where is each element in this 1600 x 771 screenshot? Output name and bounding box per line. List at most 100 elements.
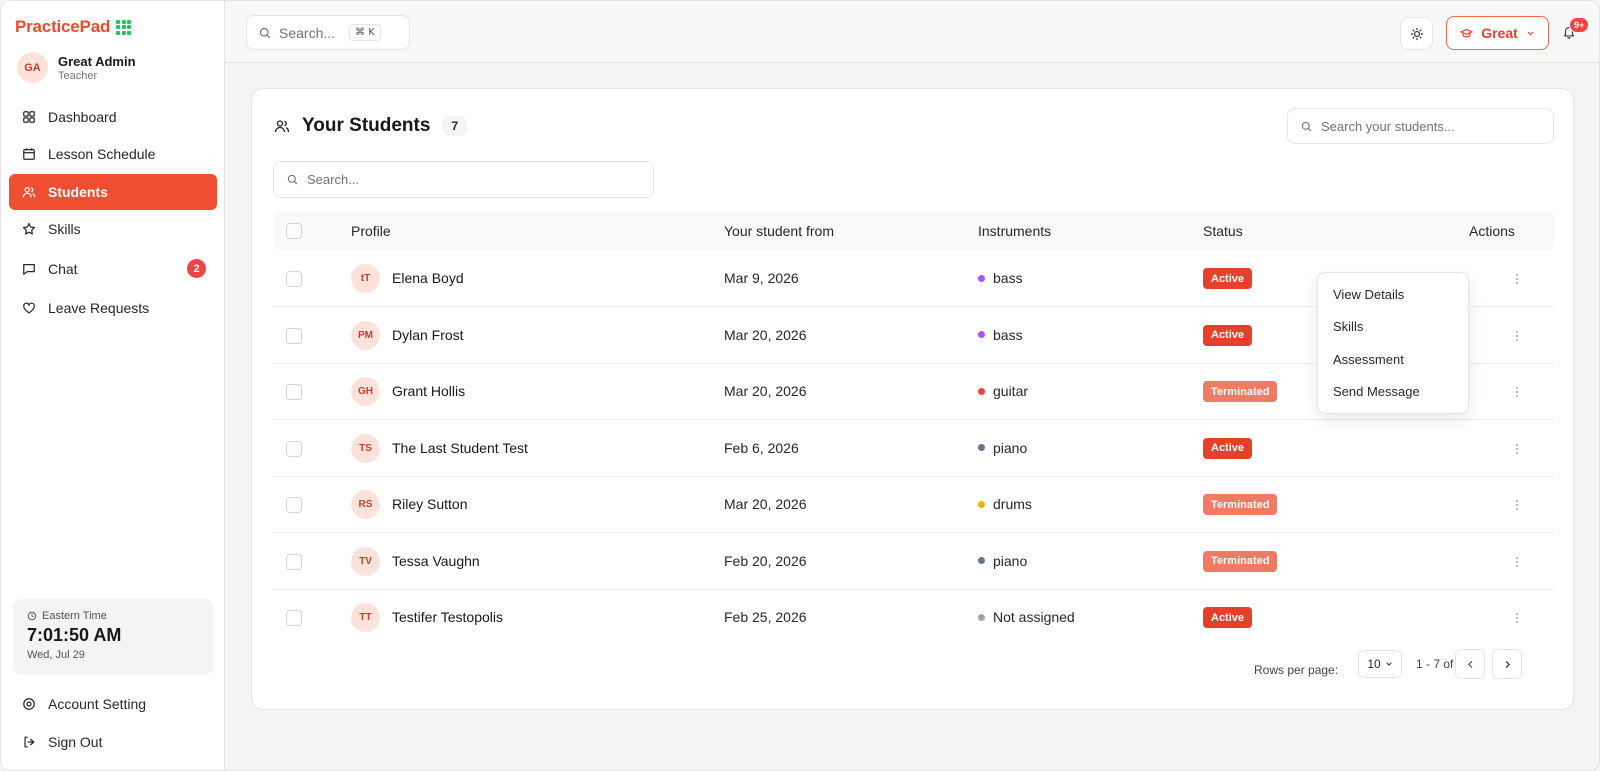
row-actions-menu-icon[interactable] [1512, 327, 1522, 345]
student-name[interactable]: Riley Sutton [392, 496, 468, 512]
previous-page-button[interactable] [1455, 649, 1485, 679]
student-avatar: PM [351, 320, 380, 350]
status-badge: Active [1203, 324, 1253, 346]
sidebar-item-skills[interactable]: Skills [9, 211, 217, 247]
brand-grid-icon [116, 19, 132, 35]
column-header-status[interactable]: Status [1203, 223, 1243, 239]
chevron-down-icon [1386, 662, 1392, 666]
table-row[interactable]: TT Testifer Testopolis Feb 25, 2026 Not ass… [273, 590, 1555, 646]
row-actions-menu-icon[interactable] [1512, 553, 1522, 571]
sidebar-item-chat[interactable]: Chat 2 [9, 251, 217, 287]
status-badge: Active [1203, 437, 1253, 459]
account-setting-label: Account Setting [48, 696, 147, 712]
clock-time: 7:01:50 AM [27, 625, 122, 645]
sign-out-link[interactable]: Sign Out [9, 725, 217, 759]
student-avatar: GH [351, 377, 380, 406]
row-checkbox[interactable] [286, 327, 302, 344]
star-icon [22, 222, 36, 235]
instrument-label: drums [993, 496, 1032, 512]
table-row[interactable]: tT Elena Boyd Mar 9, 2026 bass Active [273, 251, 1555, 307]
row-actions-menu-icon[interactable] [1512, 270, 1522, 288]
student-name[interactable]: Tessa Vaughn [392, 552, 480, 569]
row-actions-menu-icon[interactable] [1512, 496, 1522, 514]
instrument-color-dot [978, 557, 985, 564]
user-profile[interactable]: GA Great Admin Teacher [17, 52, 136, 83]
instrument-color-dot [978, 500, 985, 508]
table-row[interactable]: GH Grant Hollis Mar 20, 2026 guitar Terminat… [273, 364, 1555, 420]
student-instrument: guitar [978, 383, 1028, 399]
column-header-instruments[interactable]: Instruments [978, 223, 1052, 239]
status-badge: Terminated [1203, 494, 1278, 515]
instrument-color-dot [978, 444, 985, 451]
row-actions-menu-icon[interactable] [1512, 440, 1522, 458]
brand-logo[interactable]: PracticePad [15, 17, 132, 37]
menu-item-skills[interactable]: Skills [1333, 319, 1364, 335]
menu-item-send-message[interactable]: Send Message [1333, 384, 1420, 400]
instrument-color-dot [978, 387, 985, 395]
menu-item-assessment[interactable]: Assessment [1333, 351, 1404, 367]
instrument-label: Not assigned [993, 609, 1075, 625]
clock-timezone-label: Eastern Time [42, 610, 107, 622]
student-name[interactable]: Elena Boyd [392, 270, 464, 286]
student-name[interactable]: Grant Hollis [392, 383, 466, 399]
student-name[interactable]: The Last Student Test [392, 439, 528, 456]
table-row[interactable]: RS Riley Sutton Mar 20, 2026 drums Terminate… [273, 477, 1555, 533]
row-checkbox[interactable] [286, 440, 302, 457]
search-icon [1301, 121, 1312, 131]
student-name[interactable]: Testifer Testopolis [392, 609, 504, 625]
table-filter-input[interactable]: Search... [273, 161, 654, 198]
user-name: Great Admin [58, 53, 136, 69]
global-search-input[interactable]: Search... ⌘ K [246, 15, 410, 50]
card-header: Your Students 7 [274, 115, 468, 137]
row-actions-menu-icon[interactable] [1512, 609, 1522, 627]
search-icon [287, 174, 298, 185]
theme-toggle-button[interactable] [1400, 17, 1433, 50]
status-badge: Terminated [1203, 550, 1278, 572]
column-header-profile[interactable]: Profile [351, 223, 391, 239]
pagination: Rows per page: 10 1 - 7 of 7 [252, 649, 1575, 689]
sidebar-item-label: Dashboard [48, 109, 117, 125]
chevron-right-icon [1505, 660, 1510, 668]
row-checkbox[interactable] [286, 384, 302, 400]
student-search-input[interactable]: Search your students... [1287, 108, 1554, 144]
school-switcher-label: Great [1481, 25, 1518, 41]
sidebar-item-students[interactable]: Students [9, 174, 217, 210]
sidebar-item-leave-requests[interactable]: Leave Requests [9, 290, 217, 326]
users-icon [274, 120, 290, 133]
table-row[interactable]: TS The Last Student Test Feb 6, 2026 piano A… [273, 421, 1555, 477]
rows-per-page-select[interactable]: 10 [1358, 650, 1402, 678]
sidebar-item-lesson-schedule[interactable]: Lesson Schedule [9, 136, 217, 172]
instrument-label: guitar [993, 383, 1029, 399]
column-header-student-from[interactable]: Your student from [724, 223, 834, 239]
clock-widget: Eastern Time 7:01:50 AM Wed, Jul 29 [13, 599, 213, 675]
student-count-badge: 7 [442, 116, 468, 136]
student-avatar: TS [351, 433, 380, 463]
next-page-button[interactable] [1492, 649, 1522, 679]
row-checkbox[interactable] [286, 497, 302, 513]
row-checkbox[interactable] [286, 610, 302, 626]
account-setting-link[interactable]: Account Setting [9, 687, 217, 721]
graduation-cap-icon [1460, 28, 1473, 37]
school-switcher-button[interactable]: Great [1446, 16, 1549, 50]
row-actions-menu-icon[interactable] [1512, 383, 1522, 401]
student-name[interactable]: Dylan Frost [392, 326, 464, 343]
instrument-label: piano [993, 552, 1028, 569]
table-row[interactable]: TV Tessa Vaughn Feb 20, 2026 piano Terminate… [273, 534, 1555, 590]
row-checkbox[interactable] [286, 271, 302, 287]
sidebar-item-dashboard[interactable]: Dashboard [9, 99, 217, 135]
select-all-checkbox[interactable] [286, 223, 302, 239]
sign-out-label: Sign Out [48, 734, 103, 750]
chevron-left-icon [1467, 660, 1472, 668]
student-avatar: TT [351, 603, 380, 632]
row-checkbox[interactable] [286, 553, 302, 570]
search-shortcut-hint: ⌘ K [349, 24, 381, 41]
instrument-color-dot [978, 331, 985, 338]
sidebar-item-label: Lesson Schedule [48, 146, 156, 162]
users-icon [22, 187, 36, 198]
table-row[interactable]: PM Dylan Frost Mar 20, 2026 bass Active [273, 308, 1555, 364]
rows-per-page-value: 10 [1367, 657, 1381, 671]
menu-item-view-details[interactable]: View Details [1333, 286, 1405, 302]
student-since-date: Feb 6, 2026 [724, 439, 799, 456]
brand-name: PracticePad [15, 17, 111, 36]
student-avatar: TV [351, 546, 380, 576]
